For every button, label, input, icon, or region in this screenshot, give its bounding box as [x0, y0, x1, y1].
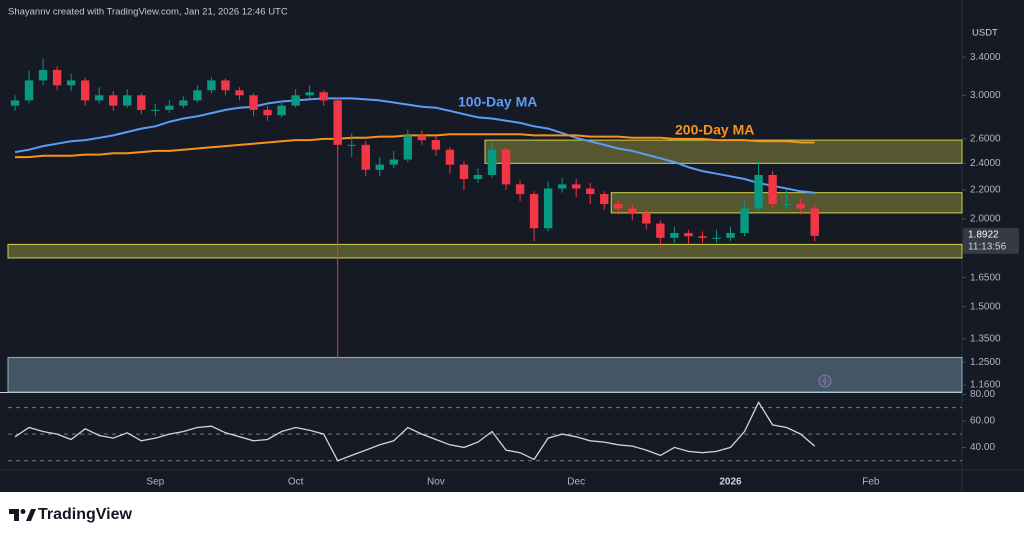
candle-body — [557, 184, 567, 189]
countdown-label: 11:13:56 — [968, 241, 1007, 252]
brand-name: TradingView — [38, 506, 133, 523]
candle-body — [249, 95, 258, 110]
candle-body — [263, 109, 272, 116]
rsi-pane: 80.00 60.00 40.00 — [8, 389, 995, 462]
candle-body — [431, 140, 441, 150]
candle-body — [726, 232, 735, 238]
candle-body — [375, 164, 384, 170]
candle-body — [403, 135, 413, 160]
candle-body — [740, 208, 749, 233]
candle-body — [277, 105, 286, 116]
candle-body — [698, 236, 707, 238]
candle-body — [670, 232, 679, 238]
x-tick-label: Dec — [567, 477, 585, 488]
y-tick-label: 40.00 — [970, 442, 995, 453]
candle-body — [165, 105, 174, 110]
y-tick-label: 2.6000 — [970, 134, 1001, 145]
candle-body — [361, 144, 370, 170]
candle-body — [24, 80, 34, 101]
candle-body — [810, 208, 819, 236]
x-tick-label: 2026 — [719, 477, 742, 488]
candle-body — [52, 69, 62, 86]
candle-body — [319, 92, 328, 101]
y-tick-label: 2.2000 — [970, 185, 1001, 196]
brand-logo — [9, 509, 36, 521]
zone — [7, 356, 963, 393]
y-tick-label: 60.00 — [970, 416, 995, 427]
candle-body — [151, 109, 160, 111]
candle-body — [179, 100, 188, 106]
candle-body — [137, 95, 146, 110]
price-label-box — [963, 227, 1019, 254]
candle-body — [80, 80, 90, 101]
candle-body — [305, 92, 314, 96]
candle-body — [768, 175, 777, 205]
price-pane: 3.40003.00002.60002.40002.20002.00001.80… — [7, 52, 1019, 488]
candle-body — [543, 188, 553, 229]
y-tick-label: 2.0000 — [970, 214, 1001, 225]
candle-body — [417, 135, 427, 141]
x-tick-label: Feb — [862, 477, 880, 488]
zone — [484, 139, 963, 164]
candle-body — [754, 175, 763, 209]
moving-average-line — [15, 133, 815, 159]
unit-label: USDT — [972, 28, 998, 39]
candle-body — [712, 237, 721, 239]
candle-body — [221, 80, 230, 91]
x-tick-label: Sep — [146, 477, 164, 488]
candle-body — [473, 175, 483, 179]
candle-body — [38, 69, 48, 81]
y-tick-label: 1.6500 — [970, 272, 1001, 283]
y-tick-label: 2.4000 — [970, 158, 1001, 169]
candle-body — [642, 212, 651, 224]
candle-body — [656, 223, 665, 238]
candle-body — [193, 90, 202, 101]
candle-body — [529, 194, 539, 229]
y-tick-label: 3.4000 — [970, 52, 1001, 63]
candle-body — [782, 204, 791, 206]
candle-body — [459, 164, 469, 179]
zone — [7, 243, 963, 259]
series-label: 100-Day MA — [458, 94, 537, 110]
candle-body — [515, 184, 525, 195]
candle-body — [586, 188, 595, 195]
header: Shayannv created with TradingView.com, J… — [8, 7, 288, 18]
footer-background — [0, 492, 1024, 538]
candle-body — [628, 208, 637, 213]
candle-body — [445, 149, 455, 165]
candle-body — [123, 95, 132, 106]
y-tick-label: 1.1600 — [970, 380, 1001, 391]
candle-body — [600, 194, 609, 205]
candle-body — [571, 184, 581, 189]
candle-body — [66, 80, 76, 86]
y-tick-label: 3.0000 — [970, 90, 1001, 101]
x-tick-label: Nov — [427, 477, 445, 488]
rsi-line — [14, 400, 816, 462]
candle-body — [614, 204, 623, 209]
candle-body — [796, 204, 805, 209]
candle-body — [389, 159, 399, 165]
candle-body — [291, 95, 300, 106]
candle-body — [347, 144, 356, 146]
y-tick-label: 1.5000 — [970, 301, 1001, 312]
candle-body — [333, 100, 342, 145]
candle-body — [501, 149, 511, 185]
x-tick-label: Oct — [288, 477, 304, 488]
y-tick-label: 1.3500 — [970, 333, 1001, 344]
last-price-label: 1.8922 — [968, 229, 999, 240]
candle-body — [207, 80, 216, 91]
candle-body — [684, 232, 693, 237]
y-tick-label: 1.2500 — [970, 357, 1001, 368]
moving-average-line — [14, 97, 815, 194]
candle-body — [109, 95, 118, 106]
series-label: 200-Day MA — [675, 122, 754, 138]
candle-body — [10, 100, 20, 106]
y-tick-label: 80.00 — [970, 389, 995, 400]
candle-body — [235, 90, 244, 96]
candle-body — [94, 95, 104, 101]
candle-body — [487, 149, 497, 176]
